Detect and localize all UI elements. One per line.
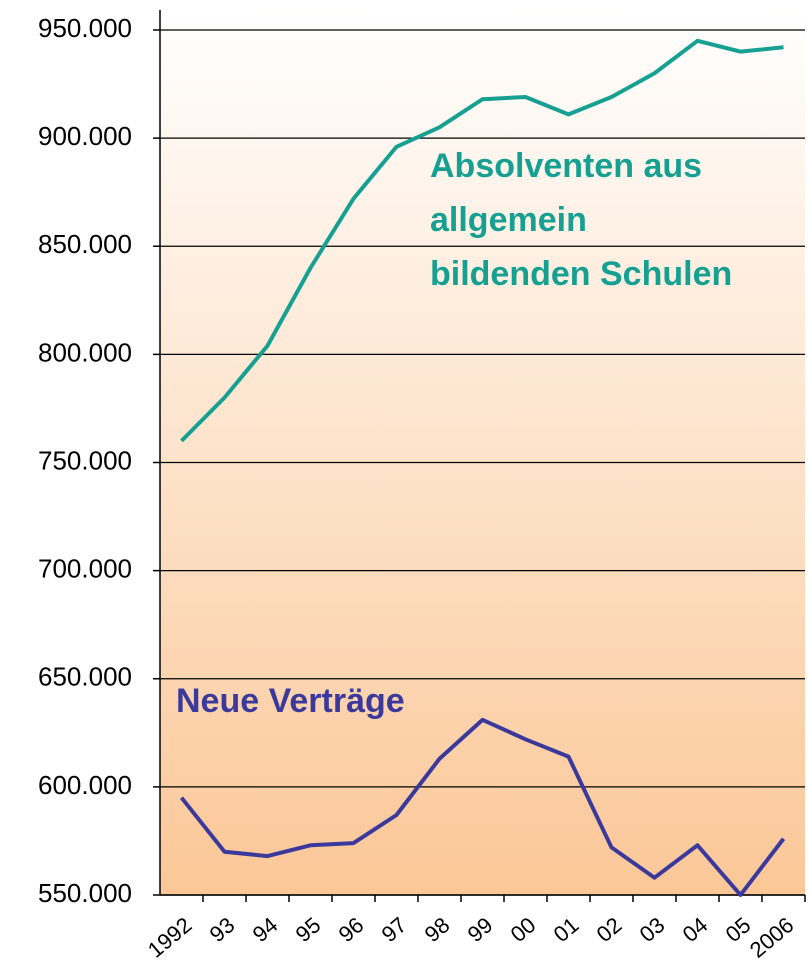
x-tick-label: 95 [291, 912, 326, 947]
annotation-line: bildenden Schulen [430, 255, 732, 293]
y-tick-label: 550.000 [38, 878, 132, 908]
annotation-line: Absolventen aus [430, 147, 702, 185]
x-tick-label: 04 [678, 912, 713, 947]
y-tick-label: 900.000 [38, 121, 132, 151]
y-tick-label: 800.000 [38, 337, 132, 367]
x-tick-label: 2006 [745, 912, 799, 963]
annotation: Neue Verträge [176, 682, 405, 720]
y-tick-label: 750.000 [38, 445, 132, 475]
y-tick-label: 950.000 [38, 13, 132, 43]
x-tick-label: 03 [635, 912, 670, 947]
x-tick-label: 01 [549, 912, 584, 947]
y-tick-label: 850.000 [38, 229, 132, 259]
series-line [180, 38, 784, 443]
x-tick-label: 93 [205, 912, 240, 947]
annotation-line: allgemein [430, 201, 587, 239]
y-tick-label: 700.000 [38, 554, 132, 584]
annotation: Absolventen aus allgemein bildenden Schule… [430, 147, 732, 293]
series-line [179, 717, 786, 897]
x-tick-label: 99 [463, 912, 498, 947]
x-tick-label: 02 [592, 912, 627, 947]
y-tick-label: 600.000 [38, 770, 132, 800]
x-tick-label: 1992 [143, 912, 197, 963]
x-tick-label: 96 [334, 912, 369, 947]
x-tick-label: 00 [506, 912, 541, 947]
plot-background [160, 10, 805, 895]
x-tick-label: 94 [248, 912, 283, 947]
annotation-line: Neue Verträge [176, 682, 405, 720]
y-tick-label: 650.000 [38, 662, 132, 692]
x-tick-label: 97 [377, 912, 412, 947]
x-tick-label: 98 [420, 912, 455, 947]
